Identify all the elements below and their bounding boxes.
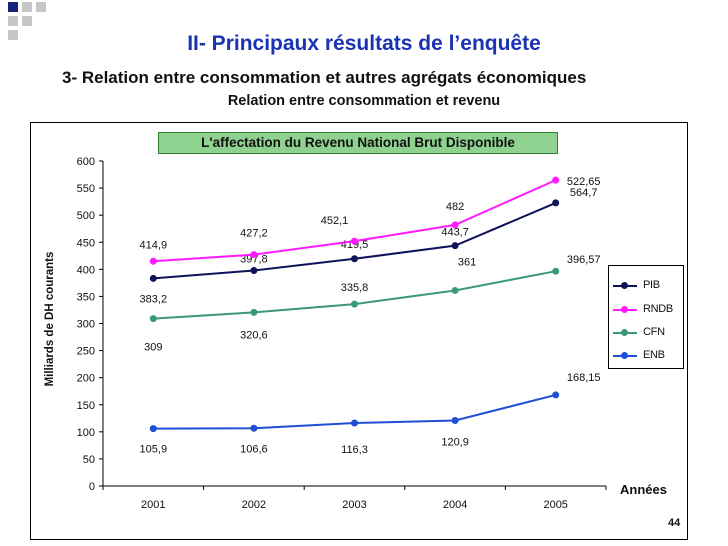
data-label: 443,7 [441,227,469,239]
legend-label: ENB [643,349,665,361]
data-point-pib [250,267,258,275]
data-label: 414,9 [140,239,168,251]
data-point-cfn [552,267,560,275]
chart-title: L'affectation du Revenu National Brut Di… [158,132,558,154]
data-label: 361 [458,256,476,268]
data-label: 396,57 [567,254,601,266]
data-label: 320,6 [240,329,268,341]
legend-item-rndb: RNDB [613,303,683,317]
data-point-enb [149,425,157,433]
decor-square [8,30,18,40]
data-point-enb [250,424,258,432]
legend-item-cfn: CFN [613,326,683,340]
legend-item-enb: ENB [613,349,683,363]
data-point-enb [552,391,560,399]
legend-label: PIB [643,279,660,291]
y-tick-label: 350 [77,291,95,303]
data-label: 116,3 [341,444,368,456]
decor-square [22,2,32,12]
data-point-rndb [451,221,459,229]
chart-legend: PIB RNDB CFN ENB [608,265,684,369]
data-label: 564,7 [570,187,598,199]
data-label: 105,9 [140,444,168,456]
data-label: 427,2 [240,228,268,240]
data-label: 120,9 [441,437,469,449]
y-tick-label: 200 [77,373,95,385]
data-label: 309 [144,342,162,354]
data-label: 452,1 [321,215,349,227]
data-label: 522,65 [567,176,601,188]
decor-square [36,2,46,12]
x-tick-label: 2003 [342,499,366,511]
x-tick-label: 2001 [141,499,165,511]
data-point-rndb [552,176,560,184]
legend-swatch-dot [621,352,628,359]
slide-title: II- Principaux résultats de l’enquête [187,32,541,55]
legend-label: RNDB [643,303,673,315]
y-tick-label: 0 [89,481,95,493]
data-point-pib [149,274,157,282]
legend-swatch-dot [621,306,628,313]
decor-square [8,16,18,26]
legend-swatch-dot [621,329,628,336]
data-point-pib [351,255,358,263]
y-tick-label: 550 [77,183,95,195]
data-point-cfn [250,308,258,316]
data-label: 335,8 [341,282,369,294]
data-label: 106,6 [240,443,268,455]
chart-frame [30,122,688,540]
data-point-pib [451,242,459,250]
data-point-cfn [451,286,459,294]
data-label: 383,2 [140,293,168,305]
x-tick-label: 2002 [242,499,266,511]
y-tick-label: 150 [77,400,95,412]
data-point-enb [451,417,459,425]
legend-swatch-dot [621,282,628,289]
legend-item-pib: PIB [613,279,683,293]
slide-subtitle: 3- Relation entre consommation et autres… [62,68,587,87]
series-line-cfn [153,270,556,320]
data-label: 482 [446,201,464,213]
y-axis-label: Milliards de DH courants [44,251,56,387]
y-tick-label: 500 [77,210,95,222]
decor-square [8,2,18,12]
y-tick-label: 450 [77,237,95,249]
y-tick-label: 50 [83,454,95,466]
decor-square [22,16,32,26]
data-point-cfn [149,315,157,323]
x-tick-label: 2005 [543,499,567,511]
data-point-rndb [351,237,358,245]
data-point-pib [552,199,560,207]
y-tick-label: 300 [77,319,95,331]
data-point-rndb [149,257,157,265]
y-tick-label: 400 [77,264,95,276]
data-point-rndb [250,251,258,259]
data-label: 168,15 [567,372,601,384]
data-label: 397,8 [240,254,268,266]
slide-subsubtitle: Relation entre consommation et revenu [227,93,501,109]
y-tick-label: 100 [77,427,95,439]
y-tick-label: 600 [77,156,95,168]
legend-label: CFN [643,326,665,338]
data-point-enb [351,419,358,427]
data-point-cfn [351,300,358,308]
x-tick-label: 2004 [443,499,467,511]
page-number: 44 [668,517,681,529]
y-tick-label: 250 [77,346,95,358]
x-axis-label: Années [620,482,667,497]
